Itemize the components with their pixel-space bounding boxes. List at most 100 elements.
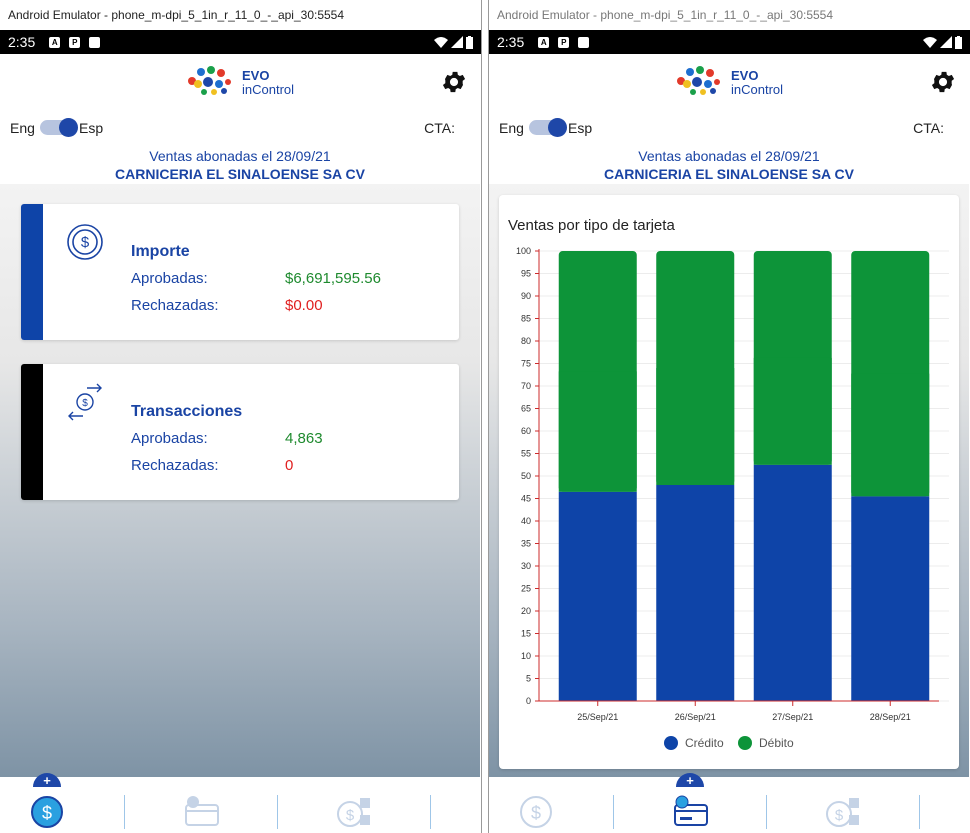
evo-logo-icon — [677, 66, 720, 95]
lang-eng-label: Eng — [499, 120, 524, 136]
y-tick-label: 45 — [521, 494, 531, 504]
svg-text:$: $ — [531, 803, 541, 823]
y-tick-label: 10 — [521, 651, 531, 661]
transacciones-rejected-value: 0 — [285, 457, 294, 474]
summary-content: $ Importe Aprobadas: $6,691,595.56 Recha… — [0, 184, 480, 777]
app-screen: EVO inControl Eng Esp CTA: Ventas abonad… — [489, 54, 969, 833]
importe-rejected-value: $0.00 — [285, 297, 323, 314]
stacked-bar-chart: 0 5 10 15 20 25 30 35 40 45 50 55 60 65 70 75 80 85 90 95 10… — [516, 246, 949, 750]
legend-label: Crédito — [685, 736, 724, 750]
notification-a-icon: A — [538, 36, 550, 48]
window-title: Android Emulator - phone_m-dpi_5_1in_r_1… — [489, 0, 970, 30]
lang-esp-label: Esp — [79, 120, 104, 136]
x-tick-label: 25/Sep/21 — [577, 712, 618, 722]
status-bar: 2:35 A P — [489, 30, 970, 54]
legend-swatch — [664, 736, 678, 750]
nav-divider — [919, 795, 920, 829]
svg-text:$: $ — [42, 803, 52, 823]
card-icon[interactable] — [183, 795, 219, 829]
exchange-coin-icon: $ — [68, 383, 102, 421]
x-tick-label: 26/Sep/21 — [675, 712, 716, 722]
chart-card: Ventas por tipo de tarjeta 0 5 10 15 20 25 30 3… — [499, 195, 959, 769]
plus-tab[interactable]: + — [33, 773, 61, 788]
x-tick-label: 28/Sep/21 — [870, 712, 911, 722]
transacciones-approved-value: 4,863 — [285, 430, 323, 447]
battery-icon — [955, 35, 962, 49]
transacciones-card[interactable]: $ Transacciones Aprobadas: 4,863 Rechaza… — [21, 364, 459, 500]
sales-date-line: Ventas abonadas el 28/09/21 — [149, 148, 331, 164]
dollar-coin-icon: $ — [67, 224, 103, 260]
y-tick-label: 25 — [521, 584, 531, 594]
importe-approved-label: Aprobadas: — [131, 270, 208, 287]
importe-rejected-label: Rechazadas: — [131, 297, 219, 314]
emulator-window-left: Android Emulator - phone_m-dpi_5_1in_r_1… — [0, 0, 482, 833]
bar-segment-fill — [851, 373, 930, 497]
bar-segment-fill — [558, 371, 637, 492]
lang-eng-label: Eng — [10, 120, 35, 136]
transacciones-title: Transacciones — [131, 403, 243, 420]
language-toggle[interactable] — [529, 118, 567, 137]
language-row: Eng Esp CTA: — [489, 110, 969, 144]
app-header: EVO inControl — [489, 54, 969, 110]
transacciones-approved-label: Aprobadas: — [131, 430, 208, 447]
app-screen: EVO inControl Eng Esp CTA: Ventas abonad… — [0, 54, 480, 833]
y-tick-label: 30 — [521, 561, 531, 571]
wifi-icon — [923, 37, 937, 48]
card-stripe — [21, 364, 43, 500]
bottom-nav: + $ $ — [0, 773, 480, 833]
importe-title: Importe — [131, 243, 190, 260]
merchant-name: CARNICERIA EL SINALOENSE SA CV — [604, 166, 854, 182]
status-time: 2:35 — [8, 34, 36, 50]
y-tick-label: 70 — [521, 381, 531, 391]
y-tick-label: 65 — [521, 404, 531, 414]
y-tick-label: 0 — [526, 696, 531, 706]
sales-header: Ventas abonadas el 28/09/21 CARNICERIA E… — [0, 144, 480, 184]
x-tick-label: 27/Sep/21 — [772, 712, 813, 722]
signal-icon — [940, 36, 952, 48]
gear-icon[interactable] — [929, 68, 957, 96]
lang-esp-label: Esp — [568, 120, 593, 136]
importe-approved-value: $6,691,595.56 — [285, 270, 381, 287]
y-tick-label: 60 — [521, 426, 531, 436]
nav-divider — [277, 795, 278, 829]
y-tick-label: 100 — [516, 246, 531, 256]
y-tick-label: 85 — [521, 314, 531, 324]
signal-icon — [451, 36, 463, 48]
y-tick-label: 5 — [526, 674, 531, 684]
chart-content: Ventas por tipo de tarjeta 0 5 10 15 20 25 30 3… — [489, 184, 969, 777]
importe-card[interactable]: $ Importe Aprobadas: $6,691,595.56 Recha… — [21, 204, 459, 340]
bar-segment-fill — [753, 357, 832, 465]
bar-segment-credit — [558, 491, 637, 701]
y-tick-label: 55 — [521, 449, 531, 459]
bar-segment-fill — [656, 368, 735, 485]
cta-label: CTA: — [424, 120, 455, 136]
bar-segment-credit — [851, 496, 930, 701]
bottom-nav: $ + $ — [489, 773, 969, 833]
transacciones-rejected-label: Rechazadas: — [131, 457, 219, 474]
notification-play-icon: P — [69, 36, 81, 48]
dollar-icon[interactable]: $ — [518, 795, 554, 829]
y-tick-label: 15 — [521, 629, 531, 639]
emulator-window-right: Android Emulator - phone_m-dpi_5_1in_r_1… — [488, 0, 970, 833]
card-icon[interactable] — [672, 795, 708, 829]
dollar-icon[interactable]: $ — [29, 795, 65, 829]
gear-icon[interactable] — [440, 68, 468, 96]
sd-card-icon — [578, 36, 590, 48]
legend-label: Débito — [759, 736, 794, 750]
wifi-icon — [434, 37, 448, 48]
battery-icon — [466, 35, 473, 49]
status-bar: 2:35 A P — [0, 30, 481, 54]
toggle-knob — [59, 118, 78, 137]
y-tick-label: 20 — [521, 606, 531, 616]
svg-text:$: $ — [81, 234, 90, 251]
dollar-check-icon[interactable]: $ — [825, 795, 861, 829]
nav-divider — [613, 795, 614, 829]
cta-label: CTA: — [913, 120, 944, 136]
dollar-check-icon[interactable]: $ — [336, 795, 372, 829]
notification-play-icon: P — [558, 36, 570, 48]
plus-tab[interactable]: + — [676, 773, 704, 788]
language-toggle[interactable] — [40, 118, 78, 137]
sales-header: Ventas abonadas el 28/09/21 CARNICERIA E… — [489, 144, 969, 184]
svg-text:$: $ — [835, 807, 844, 824]
y-tick-label: 90 — [521, 291, 531, 301]
